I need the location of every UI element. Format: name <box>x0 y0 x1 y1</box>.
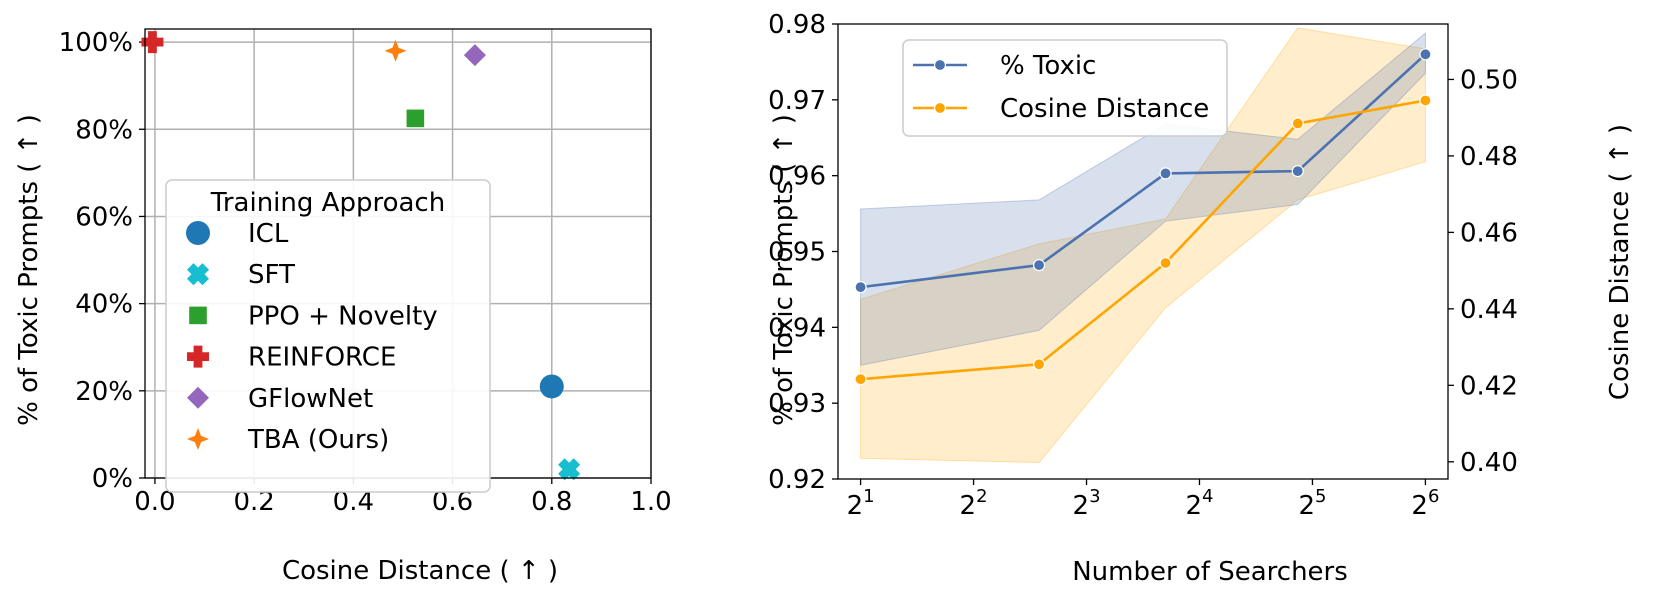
y-tick-label: 100% <box>59 28 133 58</box>
legend-label: PPO + Novelty <box>248 301 438 331</box>
y2-axis-label: Cosine Distance ( ↑ ) <box>1605 124 1635 400</box>
legend-label: ICL <box>248 219 289 249</box>
x-tick-label: 0.0 <box>134 487 175 517</box>
point-toxic <box>1159 167 1172 180</box>
y2-tick-label: 0.42 <box>1460 371 1518 401</box>
legend-label: GFlowNet <box>248 384 373 414</box>
x-tick-label: 25 <box>1298 486 1326 521</box>
y-tick-label: 0.93 <box>768 389 826 419</box>
legend-box <box>902 39 1228 137</box>
y-tick-label: 20% <box>75 377 133 407</box>
legend-label: TBA (Ours) <box>247 425 389 455</box>
x-tick-exponent: 5 <box>1315 486 1326 507</box>
x-tick-base: 2 <box>1185 491 1202 521</box>
series-points <box>854 48 1432 386</box>
legend-label: REINFORCE <box>248 343 396 373</box>
point-cosine <box>1032 358 1046 371</box>
point-cosine <box>1159 256 1172 270</box>
point-gflownet <box>463 44 486 67</box>
point-tba-ours- <box>384 39 407 62</box>
axis-ticks: 0.0 0.2 0.4 0.6 0.8 1.00%20%40%60%80%100% <box>59 28 672 517</box>
legend-marker <box>186 221 210 245</box>
y2-tick-label: 0.48 <box>1460 142 1518 172</box>
y2-tick-label: 0.50 <box>1460 65 1518 95</box>
legend-marker <box>189 306 207 325</box>
y-tick-label: 60% <box>75 202 133 232</box>
point-reinforce <box>141 31 164 54</box>
x-axis-label: Cosine Distance ( ↑ ) <box>282 556 558 586</box>
y-tick-label: 40% <box>75 290 133 320</box>
point-sft <box>558 458 581 481</box>
x-tick-base: 2 <box>847 491 864 521</box>
x-tick-base: 2 <box>1411 491 1428 521</box>
scatter-chart: 0.0 0.2 0.4 0.6 0.8 1.00%20%40%60%80%100% Tra… <box>14 28 672 586</box>
y-tick-label: 0.95 <box>768 238 826 268</box>
x-axis-label: Number of Searchers <box>1072 557 1348 587</box>
x-tick-exponent: 2 <box>976 486 987 507</box>
legend-marker <box>187 386 209 409</box>
legend-marker <box>933 58 947 72</box>
y-axis-label: % of Toxic Prompts ( ↑ ) <box>14 114 44 426</box>
legend-label: % Toxic <box>1000 51 1096 81</box>
point-toxic <box>1419 48 1432 61</box>
legend: % Toxic Cosine Distance <box>902 39 1228 137</box>
legend-label: SFT <box>248 260 295 290</box>
y2-tick-label: 0.44 <box>1460 295 1518 325</box>
point-cosine <box>1419 94 1432 107</box>
band-toxic <box>860 32 1426 366</box>
x-tick-label: 21 <box>847 486 875 521</box>
legend-marker <box>933 101 947 115</box>
legend-marker <box>186 263 210 286</box>
x-tick-exponent: 1 <box>863 486 874 507</box>
legend-box <box>165 179 491 493</box>
point-cosine <box>854 373 867 386</box>
x-tick-base: 2 <box>1073 491 1090 521</box>
y-tick-label: 0.98 <box>768 10 826 40</box>
y-tick-label: 0.97 <box>768 86 826 116</box>
x-tick-label: 26 <box>1411 486 1439 521</box>
y-tick-label: 0% <box>92 464 133 494</box>
x-tick-exponent: 3 <box>1089 486 1100 507</box>
legend-marker <box>187 345 209 368</box>
point-toxic <box>1291 165 1304 178</box>
y-tick-label: 0.94 <box>768 313 826 343</box>
legend-marker <box>187 428 209 450</box>
x-tick-label: 22 <box>960 486 988 521</box>
x-tick-label: 23 <box>1073 486 1101 521</box>
data-points <box>141 31 581 481</box>
x-tick-label: 0.8 <box>531 487 572 517</box>
legend: Training Approach ICL SFT PPO + Novelty REI… <box>165 179 491 493</box>
x-tick-exponent: 6 <box>1428 486 1439 507</box>
x-tick-base: 2 <box>960 491 977 521</box>
y2-tick-label: 0.46 <box>1460 218 1518 248</box>
legend-title: Training Approach <box>210 188 445 218</box>
y-tick-label: 0.96 <box>768 162 826 192</box>
x-marker-shape <box>558 458 581 481</box>
y2-tick-label: 0.40 <box>1460 448 1518 478</box>
axis-ticks: 21 22 23 24 25 260.920.930.940.950.960.970.98… <box>768 10 1518 521</box>
point-icl <box>539 374 564 399</box>
y-axis-label: % of Toxic Prompts ( ↑ ) <box>769 114 799 426</box>
point-toxic <box>854 281 867 294</box>
line-chart: 21 22 23 24 25 260.920.930.940.950.960.970.98… <box>768 10 1635 587</box>
x-tick-label: 1.0 <box>630 487 671 517</box>
point-ppo-novelty <box>406 109 425 128</box>
x-tick-exponent: 4 <box>1202 486 1213 507</box>
legend-label: Cosine Distance <box>1000 94 1209 124</box>
x-marker-shape <box>186 263 210 286</box>
y-tick-label: 0.92 <box>768 465 826 495</box>
x-tick-base: 2 <box>1298 491 1315 521</box>
point-cosine <box>1291 117 1304 130</box>
point-toxic <box>1032 259 1046 272</box>
y-tick-label: 80% <box>75 115 133 145</box>
x-tick-label: 24 <box>1185 486 1213 521</box>
